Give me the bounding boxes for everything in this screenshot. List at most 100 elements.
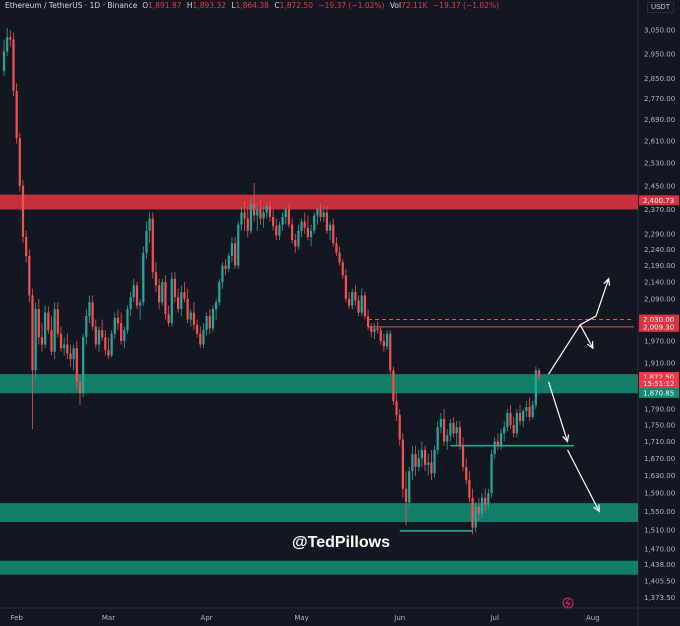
candle[interactable]: [221, 262, 224, 289]
candle[interactable]: [278, 221, 281, 241]
candle[interactable]: [113, 312, 116, 340]
candle[interactable]: [408, 466, 411, 507]
candle[interactable]: [487, 488, 490, 510]
candle[interactable]: [325, 206, 329, 234]
candle[interactable]: [452, 417, 455, 438]
candle[interactable]: [351, 288, 354, 310]
candle[interactable]: [6, 27, 9, 57]
candle[interactable]: [439, 412, 442, 434]
candle[interactable]: [154, 262, 158, 293]
candle[interactable]: [164, 275, 167, 320]
candle[interactable]: [309, 224, 313, 247]
currency-badge[interactable]: USDT: [646, 2, 674, 13]
candle[interactable]: [233, 236, 237, 269]
candle[interactable]: [389, 330, 392, 375]
candle[interactable]: [335, 236, 338, 256]
candle[interactable]: [101, 319, 104, 341]
candle[interactable]: [94, 319, 97, 349]
candle[interactable]: [177, 288, 180, 313]
candle[interactable]: [461, 437, 465, 472]
time-axis[interactable]: Feb Mar Apr May Jun Jul Aug: [10, 614, 599, 622]
candle[interactable]: [373, 323, 376, 340]
candle[interactable]: [139, 298, 142, 320]
candle[interactable]: [363, 292, 367, 320]
candle[interactable]: [85, 309, 88, 345]
candle[interactable]: [170, 272, 173, 327]
candle[interactable]: [66, 333, 69, 360]
candle[interactable]: [192, 302, 196, 331]
candle[interactable]: [75, 340, 78, 390]
candle[interactable]: [59, 326, 63, 352]
candle[interactable]: [468, 471, 471, 503]
candle[interactable]: [401, 433, 405, 498]
candle[interactable]: [322, 206, 325, 222]
candle[interactable]: [135, 282, 139, 310]
candle[interactable]: [290, 218, 294, 244]
candle[interactable]: [227, 252, 230, 273]
candle[interactable]: [344, 268, 348, 303]
candle[interactable]: [145, 221, 148, 260]
candle[interactable]: [186, 288, 189, 324]
candle[interactable]: [31, 288, 34, 430]
candle[interactable]: [528, 397, 531, 422]
candle[interactable]: [370, 323, 373, 338]
candle[interactable]: [496, 433, 499, 450]
candle[interactable]: [208, 309, 211, 334]
candle[interactable]: [417, 449, 420, 472]
candle[interactable]: [230, 236, 234, 263]
candle[interactable]: [126, 305, 129, 334]
candle[interactable]: [465, 458, 468, 485]
candle[interactable]: [512, 417, 515, 438]
candle[interactable]: [110, 330, 113, 358]
candle[interactable]: [240, 206, 243, 231]
candle[interactable]: [379, 326, 382, 345]
candle[interactable]: [347, 292, 351, 310]
candle[interactable]: [9, 30, 12, 47]
candle[interactable]: [490, 449, 493, 498]
candle[interactable]: [275, 218, 278, 241]
candle[interactable]: [189, 309, 192, 327]
candle[interactable]: [446, 429, 449, 450]
candle[interactable]: [506, 409, 509, 432]
candle[interactable]: [199, 326, 202, 349]
price-axis[interactable]: 3,050.00 2,950.00 2,850.00 2,770.00 2,690.00…: [644, 27, 675, 602]
candle[interactable]: [53, 302, 56, 360]
candle[interactable]: [392, 366, 395, 406]
candle[interactable]: [161, 278, 164, 306]
candles[interactable]: [2, 27, 541, 535]
candle[interactable]: [332, 218, 335, 247]
candle[interactable]: [281, 212, 284, 231]
candle[interactable]: [411, 445, 414, 480]
candle[interactable]: [129, 292, 132, 317]
candle[interactable]: [303, 212, 306, 234]
candle[interactable]: [442, 409, 446, 446]
candle[interactable]: [21, 180, 25, 244]
candle[interactable]: [15, 83, 18, 144]
candle[interactable]: [477, 497, 480, 521]
candle[interactable]: [44, 305, 47, 349]
candle[interactable]: [284, 206, 287, 225]
candle[interactable]: [82, 333, 85, 398]
candle[interactable]: [395, 393, 398, 422]
candle[interactable]: [88, 295, 91, 324]
candle[interactable]: [265, 203, 268, 219]
candle[interactable]: [455, 421, 458, 446]
candle[interactable]: [328, 221, 332, 241]
candle[interactable]: [246, 206, 249, 237]
candle[interactable]: [316, 206, 319, 225]
candle[interactable]: [509, 405, 512, 430]
candle[interactable]: [148, 212, 151, 244]
candle[interactable]: [518, 405, 522, 426]
candle[interactable]: [300, 218, 303, 237]
candle[interactable]: [63, 337, 66, 356]
candle[interactable]: [271, 209, 275, 231]
candle[interactable]: [262, 206, 265, 228]
candle[interactable]: [499, 429, 503, 450]
candle[interactable]: [313, 212, 316, 234]
candle[interactable]: [97, 326, 101, 352]
candle[interactable]: [414, 445, 417, 476]
candle[interactable]: [493, 437, 496, 459]
candle[interactable]: [202, 323, 205, 349]
candle[interactable]: [18, 132, 21, 192]
